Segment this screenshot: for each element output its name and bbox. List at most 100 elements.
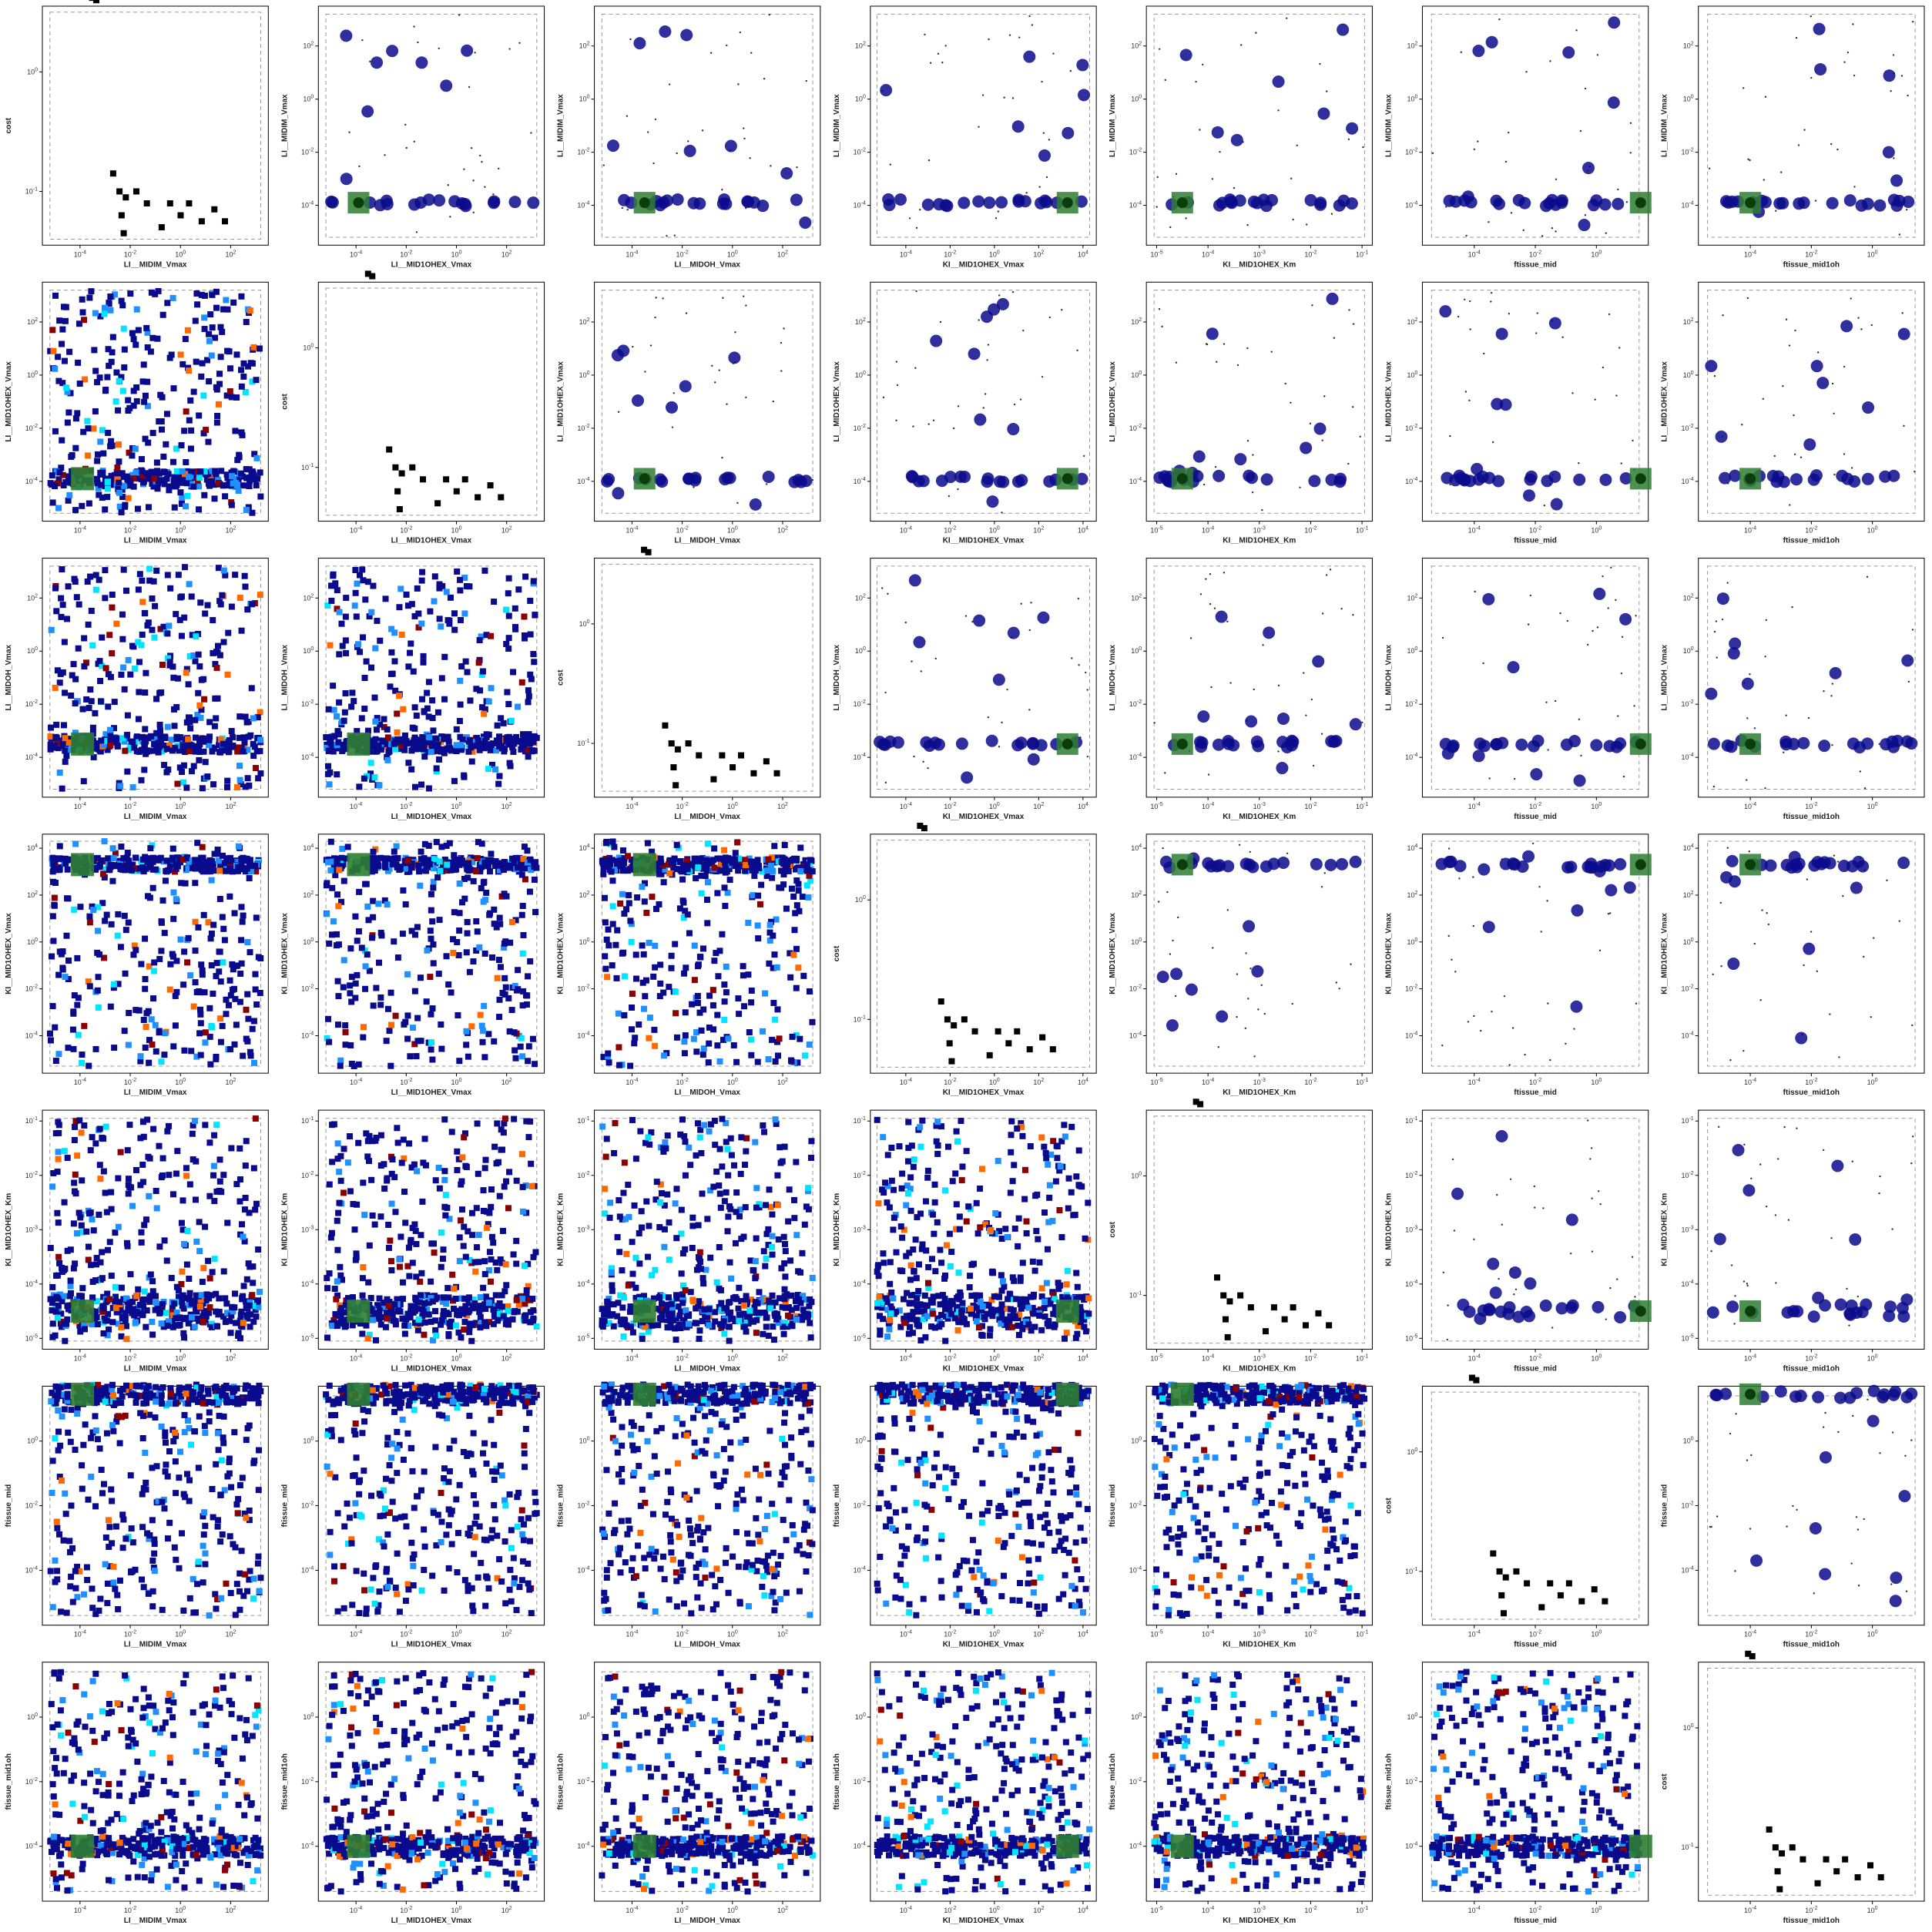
sample-square	[156, 740, 163, 746]
sample-square	[469, 743, 476, 750]
sample-dot	[1814, 200, 1817, 202]
low-cost-point	[1263, 626, 1276, 639]
sample-square	[119, 302, 126, 309]
sample-square	[652, 942, 659, 949]
sample-square	[420, 659, 427, 666]
sample-dot	[1607, 607, 1609, 609]
tick-label: 102	[501, 1078, 512, 1086]
sample-square	[253, 914, 260, 921]
cost-point	[995, 1028, 1001, 1035]
sample-square	[170, 1043, 177, 1050]
sample-dot	[1156, 206, 1158, 208]
low-cost-point	[527, 196, 540, 210]
low-cost-point	[974, 413, 987, 426]
low-cost-point	[1444, 855, 1457, 868]
sample-square	[609, 877, 616, 884]
sample-dot	[1803, 964, 1805, 967]
sample-square	[257, 770, 264, 776]
sample-square	[342, 689, 349, 696]
sample-square	[216, 948, 223, 955]
sample-square	[121, 346, 128, 353]
low-cost-point	[508, 196, 522, 209]
sample-dot	[1524, 1053, 1526, 1056]
sample-square	[388, 1021, 395, 1028]
x-axis-label: LI__MIDIM_Vmax	[124, 813, 187, 821]
sample-square	[139, 599, 146, 605]
sample-square	[343, 746, 350, 753]
sample-square	[194, 301, 201, 308]
sample-square	[216, 896, 223, 903]
sample-square	[476, 944, 483, 951]
sample-square	[202, 610, 209, 617]
sample-square	[518, 911, 525, 918]
sample-square	[132, 947, 139, 954]
sample-square	[193, 1053, 200, 1060]
sample-dot	[1011, 97, 1015, 99]
sample-square	[404, 857, 411, 864]
sample-square	[479, 1028, 486, 1035]
sample-square	[531, 659, 538, 666]
cost-point	[166, 200, 173, 206]
low-cost-point	[1816, 377, 1830, 390]
sample-square	[331, 733, 338, 740]
low-cost-point	[433, 194, 446, 207]
sample-square	[135, 475, 142, 482]
low-cost-point	[1612, 197, 1625, 210]
sample-square	[181, 564, 188, 571]
sample-square	[147, 348, 154, 355]
sample-square	[324, 741, 330, 748]
sample-square	[491, 599, 498, 605]
low-cost-point	[1705, 360, 1718, 373]
sample-dot	[1352, 406, 1354, 408]
sample-square	[248, 867, 255, 874]
low-cost-point	[1490, 738, 1503, 751]
tick-label: 10-2	[1405, 984, 1417, 993]
sample-square	[498, 715, 505, 722]
tick-label: 10-4	[350, 1078, 362, 1086]
tick-label: 102	[1683, 593, 1694, 602]
sample-square	[141, 1222, 148, 1229]
sample-square	[682, 1032, 689, 1039]
sample-square	[105, 671, 112, 678]
low-cost-point	[1349, 718, 1362, 731]
sample-dot	[417, 41, 419, 44]
sample-square	[518, 1035, 525, 1041]
sample-square	[95, 904, 102, 911]
sample-dot	[1158, 307, 1161, 310]
sample-square	[159, 897, 166, 904]
y-axis-label: KI__MID1OHEX_Km	[5, 1193, 13, 1266]
sample-square	[392, 746, 399, 753]
sample-square	[216, 867, 223, 874]
sample-square	[334, 859, 340, 866]
sample-dot	[1290, 177, 1293, 179]
sample-dot	[1447, 934, 1450, 937]
cost-point	[971, 1028, 978, 1035]
x-axis-label: ftissue_mid1oh	[1783, 260, 1840, 269]
sample-square	[197, 714, 204, 721]
sample-square	[205, 742, 212, 749]
sample-square	[110, 725, 117, 732]
sample-square	[255, 1246, 262, 1253]
sample-square	[425, 785, 432, 792]
sample-square	[387, 745, 394, 752]
sample-square	[796, 907, 803, 914]
sample-square	[425, 860, 432, 867]
sample-square	[518, 871, 525, 878]
sample-square	[368, 609, 375, 615]
sample-square	[473, 947, 480, 954]
tick-label: 100	[1591, 250, 1602, 258]
sample-square	[110, 981, 117, 988]
panel-r1-c0: 10-4 10-2 100 10210-410-2100102LI__MIDIM_Vm…	[5, 281, 269, 545]
sample-square	[620, 949, 627, 956]
sample-square	[511, 860, 518, 867]
sample-square	[238, 960, 245, 967]
sample-square	[47, 733, 54, 740]
sample-square	[102, 304, 109, 311]
sample-dot	[1767, 923, 1770, 926]
best-fit-dot	[1176, 473, 1188, 485]
sample-square	[70, 1220, 77, 1227]
sample-square	[118, 844, 125, 850]
sample-square	[691, 942, 698, 949]
tick-label: 10-2	[1405, 148, 1417, 156]
sample-square	[108, 358, 115, 365]
